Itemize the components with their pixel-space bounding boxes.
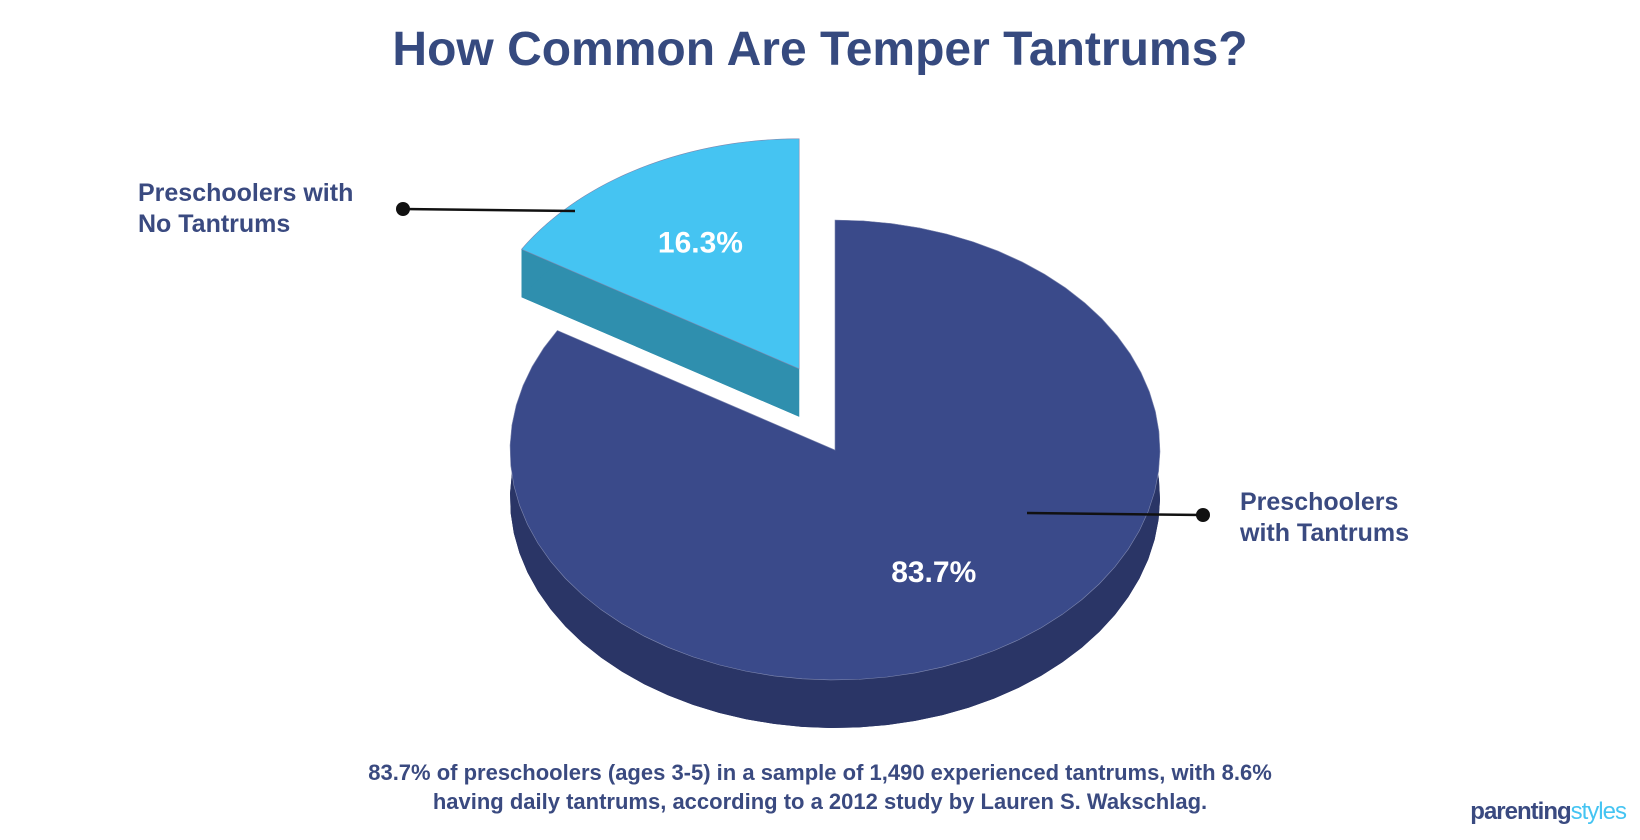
slice	[521, 138, 800, 370]
slice	[509, 219, 1161, 681]
category-label: Preschoolers with No Tantrums	[138, 179, 354, 238]
slice-side	[521, 249, 800, 417]
value-label: 16.3%	[658, 226, 743, 259]
leader-dot	[1196, 508, 1210, 522]
leader-line	[402, 207, 576, 213]
logo-text: styles	[1570, 798, 1627, 825]
category-label: Preschoolers with Tantrums	[1240, 488, 1409, 547]
logo-text: parenting	[1470, 798, 1571, 825]
value-label: 83.7%	[891, 556, 976, 589]
leader-dot	[396, 202, 410, 216]
caption: 83.7% of preschoolers (ages 3-5) in a sa…	[368, 760, 1272, 814]
chart-title: How Common Are Temper Tantrums?	[392, 23, 1248, 76]
leader-line	[1026, 511, 1204, 517]
logo: parentingstyles	[1470, 798, 1627, 826]
